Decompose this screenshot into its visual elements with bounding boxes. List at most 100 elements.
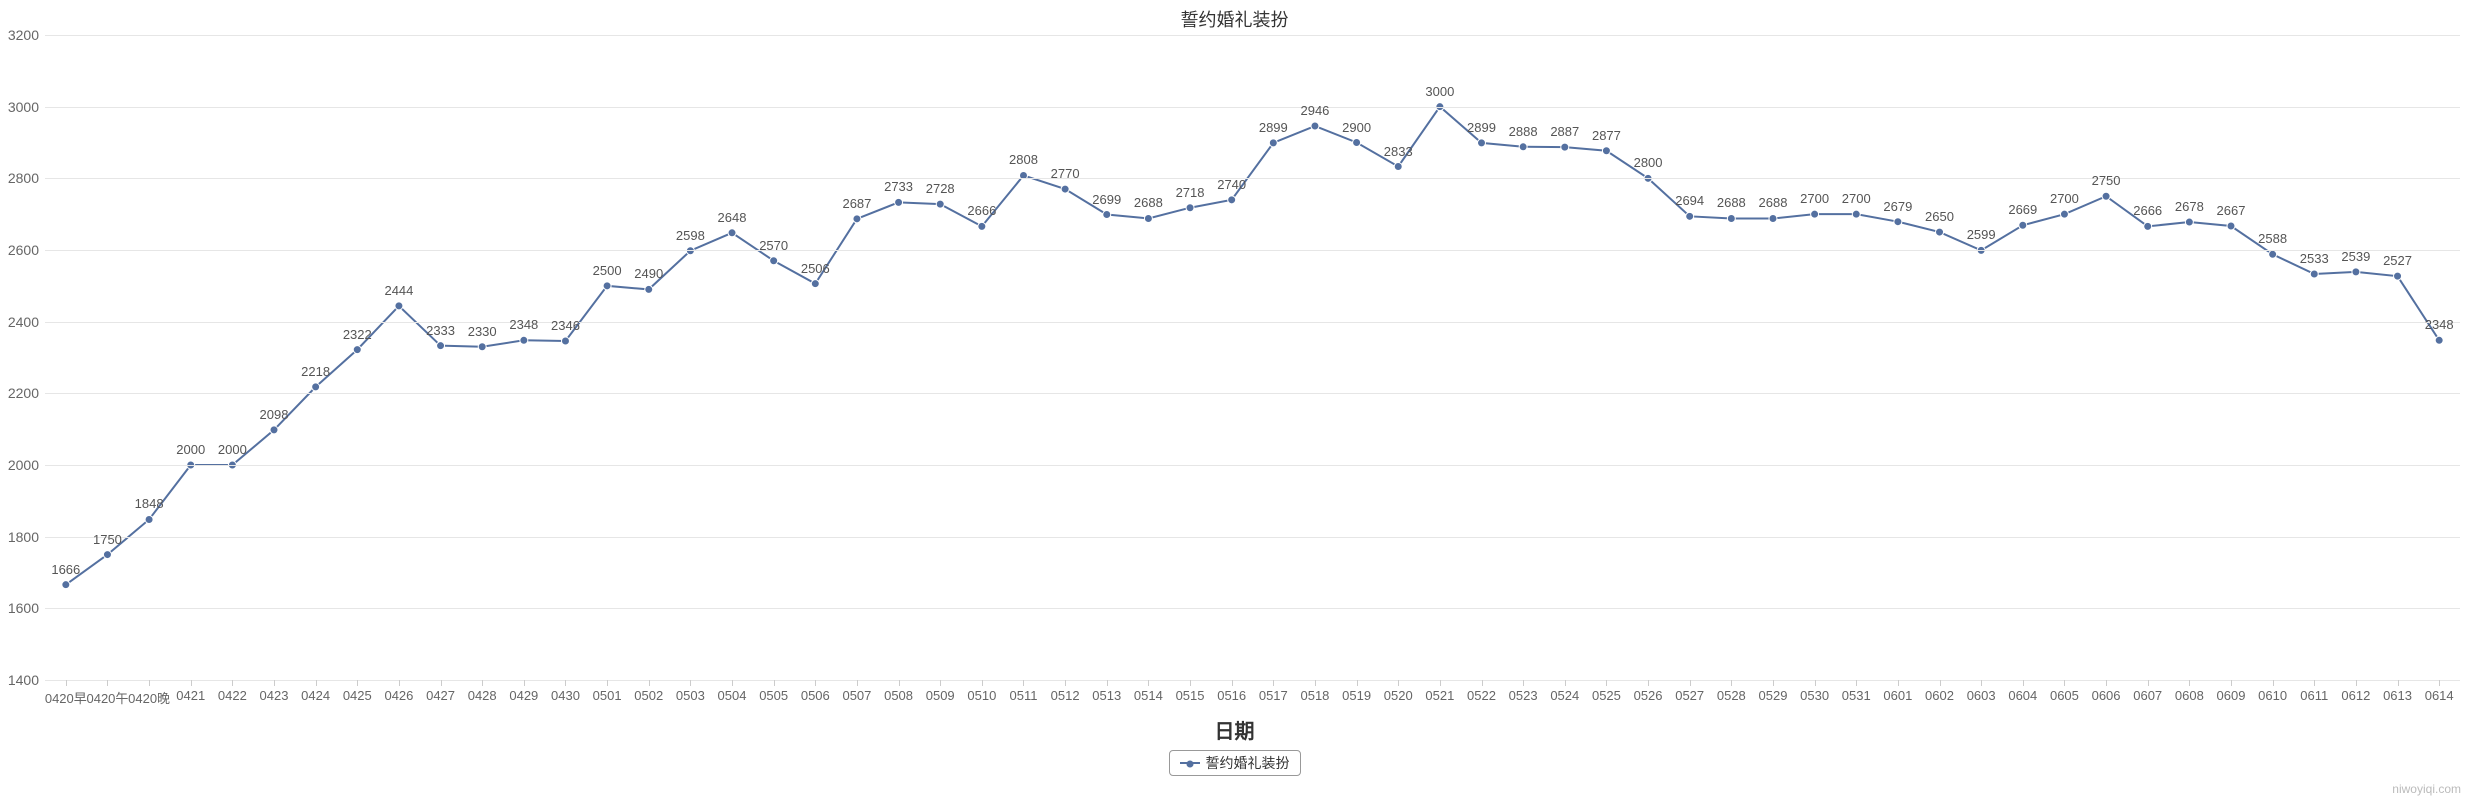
y-tick-label: 2000 [8,457,39,473]
data-point[interactable] [728,229,736,237]
point-value-label: 2588 [2258,231,2287,246]
point-value-label: 2000 [218,442,247,457]
x-tick-mark [1523,680,1524,686]
data-point[interactable] [895,198,903,206]
point-value-label: 2527 [2383,253,2412,268]
x-tick-mark [2023,680,2024,686]
data-point[interactable] [936,200,944,208]
data-point[interactable] [603,282,611,290]
data-point[interactable] [62,581,70,589]
data-point[interactable] [811,280,819,288]
data-point[interactable] [1269,139,1277,147]
x-tick-label: 0428 [468,688,497,703]
data-point[interactable] [1852,210,1860,218]
line-series [45,35,2460,680]
data-point[interactable] [2019,221,2027,229]
data-point[interactable] [1311,122,1319,130]
y-gridline [45,250,2460,251]
data-point[interactable] [1353,139,1361,147]
data-point[interactable] [1394,163,1402,171]
data-point[interactable] [1936,228,1944,236]
point-value-label: 2688 [1717,195,1746,210]
data-point[interactable] [1894,218,1902,226]
x-tick-label: 0518 [1300,688,1329,703]
x-tick-label: 0509 [926,688,955,703]
x-tick-mark [1940,680,1941,686]
data-point[interactable] [770,257,778,265]
point-value-label: 2666 [967,203,996,218]
x-tick-mark [1773,680,1774,686]
data-point[interactable] [2310,270,2318,278]
data-point[interactable] [1061,185,1069,193]
plot-area: 1400160018002000220024002600280030003200… [45,35,2460,680]
data-point[interactable] [270,426,278,434]
x-tick-mark [357,680,358,686]
data-point[interactable] [1228,196,1236,204]
x-tick-mark [982,680,983,686]
x-tick-label: 0423 [260,688,289,703]
x-tick-mark [1398,680,1399,686]
data-point[interactable] [2352,268,2360,276]
data-point[interactable] [978,222,986,230]
x-tick-label: 0420晚 [128,688,170,707]
data-point[interactable] [561,337,569,345]
point-value-label: 2333 [426,323,455,338]
data-point[interactable] [2227,222,2235,230]
point-value-label: 2650 [1925,209,1954,224]
data-point[interactable] [145,515,153,523]
data-point[interactable] [312,383,320,391]
data-point[interactable] [2435,336,2443,344]
x-tick-label: 0502 [634,688,663,703]
data-point[interactable] [1186,204,1194,212]
data-point[interactable] [103,551,111,559]
data-point[interactable] [2269,250,2277,258]
data-point[interactable] [1561,143,1569,151]
x-tick-label: 0601 [1883,688,1912,703]
data-point[interactable] [1103,211,1111,219]
data-point[interactable] [2185,218,2193,226]
point-value-label: 2669 [2008,202,2037,217]
point-value-label: 2740 [1217,177,1246,192]
point-value-label: 2688 [1134,195,1163,210]
x-tick-label: 0614 [2425,688,2454,703]
point-value-label: 2533 [2300,251,2329,266]
data-point[interactable] [1769,214,1777,222]
data-point[interactable] [2102,192,2110,200]
x-tick-label: 0610 [2258,688,2287,703]
x-tick-label: 0501 [593,688,622,703]
legend[interactable]: 誓约婚礼装扮 [1169,750,1301,776]
y-gridline [45,537,2460,538]
data-point[interactable] [353,346,361,354]
data-point[interactable] [2394,272,2402,280]
data-point[interactable] [1811,210,1819,218]
x-tick-label: 0602 [1925,688,1954,703]
x-tick-mark [1606,680,1607,686]
point-value-label: 2808 [1009,152,1038,167]
data-point[interactable] [1519,143,1527,151]
data-point[interactable] [395,302,403,310]
data-point[interactable] [1144,214,1152,222]
x-tick-mark [899,680,900,686]
point-value-label: 2770 [1051,166,1080,181]
x-tick-mark [2064,680,2065,686]
data-point[interactable] [1686,212,1694,220]
x-tick-label: 0519 [1342,688,1371,703]
x-tick-label: 0611 [2300,688,2328,703]
x-tick-label: 0609 [2217,688,2246,703]
data-point[interactable] [1602,147,1610,155]
data-point[interactable] [2060,210,2068,218]
x-tick-mark [649,680,650,686]
x-tick-mark [1148,680,1149,686]
data-point[interactable] [520,336,528,344]
x-tick-label: 0425 [343,688,372,703]
data-point[interactable] [853,215,861,223]
x-tick-label: 0427 [426,688,455,703]
data-point[interactable] [645,285,653,293]
data-point[interactable] [478,343,486,351]
data-point[interactable] [1727,214,1735,222]
y-gridline [45,107,2460,108]
data-point[interactable] [437,342,445,350]
point-value-label: 2348 [2425,317,2454,332]
data-point[interactable] [2144,222,2152,230]
data-point[interactable] [1478,139,1486,147]
